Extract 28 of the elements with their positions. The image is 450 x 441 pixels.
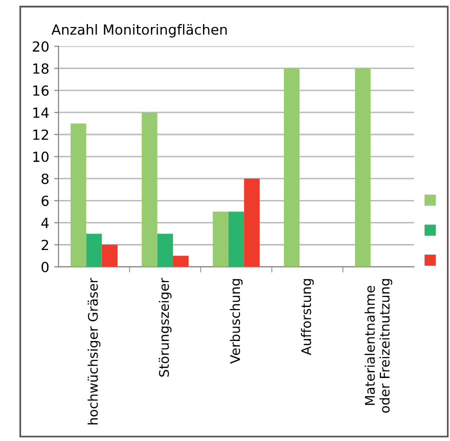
bar bbox=[102, 244, 118, 267]
bar bbox=[172, 256, 189, 267]
bar bbox=[70, 123, 86, 267]
y-tick-label: 4 bbox=[41, 218, 49, 228]
y-tick-label: 8 bbox=[42, 174, 49, 184]
x-tick-label: Störungszeiger bbox=[158, 278, 172, 377]
y-axis-title: Anzahl Monitoringflächen bbox=[52, 24, 227, 38]
bar bbox=[142, 112, 158, 267]
bar bbox=[157, 234, 173, 267]
y-tick-label: 20 bbox=[32, 41, 49, 52]
bar bbox=[212, 212, 228, 267]
y-tick-label: 2 bbox=[42, 240, 48, 250]
x-tick-label: Aufforstung bbox=[300, 279, 314, 356]
bar bbox=[244, 178, 260, 267]
y-tick-label: 6 bbox=[42, 196, 49, 206]
y-tick-label: 14 bbox=[33, 108, 49, 118]
y-tick-label: 12 bbox=[33, 129, 48, 140]
bar bbox=[284, 68, 300, 267]
bar bbox=[86, 234, 102, 267]
y-tick-label: 16 bbox=[33, 85, 49, 96]
x-tick-label: Materialentnahme oder Freizeitnutzung bbox=[364, 279, 392, 413]
y-tick-label: 0 bbox=[42, 262, 49, 272]
y-tick-label: 18 bbox=[33, 63, 49, 74]
x-tick-label: Verbuschung bbox=[230, 279, 243, 364]
bar bbox=[354, 68, 371, 267]
y-tick-label: 10 bbox=[33, 152, 49, 162]
bar bbox=[228, 212, 244, 267]
x-tick-label: hochwüchsiger Gräser bbox=[88, 278, 100, 424]
